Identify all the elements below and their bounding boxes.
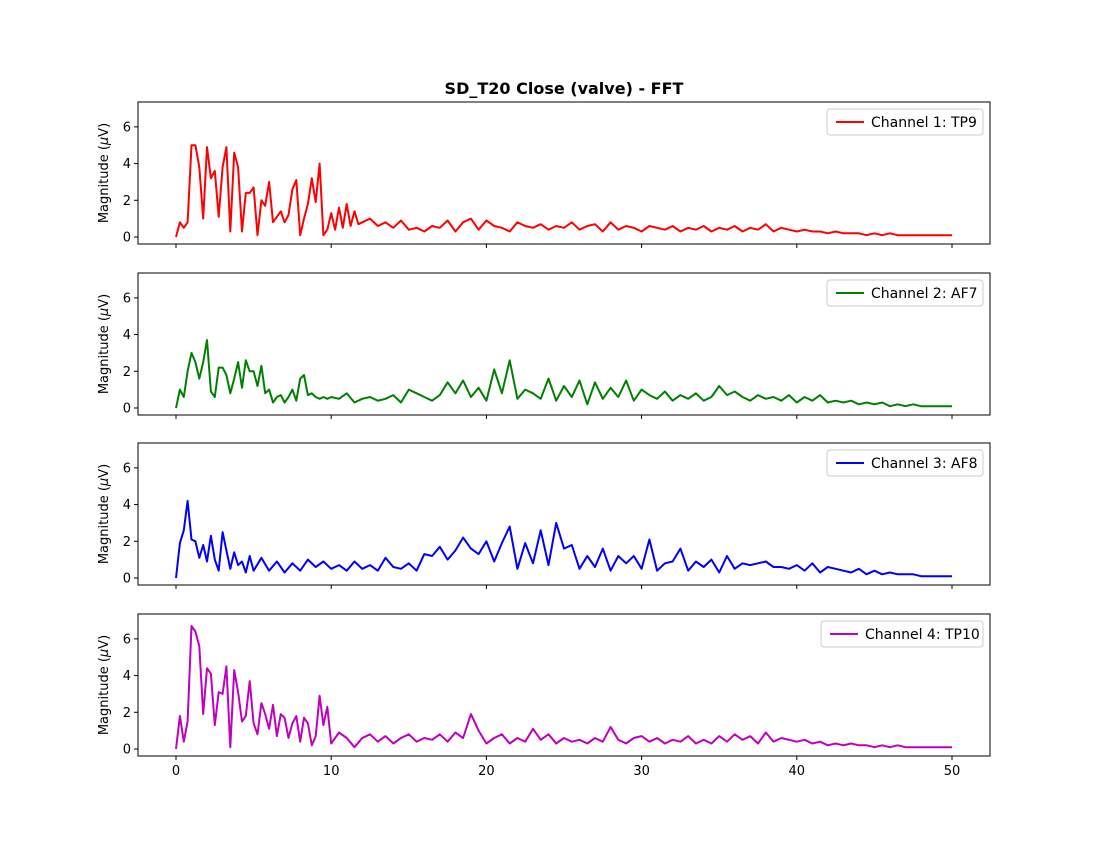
y-tick-label: 6 bbox=[123, 120, 131, 135]
x-tick-label: 40 bbox=[789, 764, 806, 779]
y-tick-label: 4 bbox=[123, 157, 131, 172]
y-axis-label: Magnitude (μV) bbox=[97, 123, 112, 223]
legend-label: Channel 1: TP9 bbox=[871, 115, 977, 131]
y-tick-label: 2 bbox=[123, 535, 131, 550]
subplot-channel-1: 0 2 4 6 Magnitude (μV) Channel 1: TP9 bbox=[97, 101, 991, 248]
figure-title: SD_T20 Close (valve) - FFT bbox=[445, 79, 684, 98]
legend-box bbox=[826, 108, 984, 136]
series-line-channel-1 bbox=[175, 144, 952, 238]
y-tick-label: 0 bbox=[123, 572, 131, 587]
y-tick-label: 0 bbox=[123, 743, 131, 758]
y-tick-label: 2 bbox=[123, 365, 131, 380]
legend: Channel 4: TP10 bbox=[820, 620, 984, 648]
subplot-channel-4: 0 2 4 6 0 10 20 30 40 50 Magnitude (μV) Channel 4: … bbox=[97, 613, 991, 779]
y-tick-label: 6 bbox=[123, 632, 131, 647]
y-axis-label: Magnitude (μV) bbox=[97, 294, 112, 394]
y-tick-label: 4 bbox=[123, 669, 131, 684]
y-tick-label: 6 bbox=[123, 461, 131, 476]
y-tick-label: 4 bbox=[123, 498, 131, 513]
y-axis-label: Magnitude (μV) bbox=[97, 464, 112, 564]
legend-label: Channel 3: AF8 bbox=[871, 456, 978, 472]
series-line-channel-3 bbox=[175, 499, 952, 579]
x-tick-label: 30 bbox=[633, 764, 650, 779]
y-tick-label: 2 bbox=[123, 194, 131, 209]
series-line-channel-4 bbox=[175, 625, 952, 750]
series-line-channel-2 bbox=[175, 339, 952, 409]
y-tick-label: 4 bbox=[123, 328, 131, 343]
legend-box bbox=[826, 449, 984, 477]
legend-label: Channel 4: TP10 bbox=[865, 627, 980, 643]
y-axis-label: Magnitude (μV) bbox=[97, 635, 112, 735]
x-tick-label: 10 bbox=[323, 764, 340, 779]
legend-box bbox=[820, 620, 984, 648]
legend: Channel 1: TP9 bbox=[826, 108, 984, 136]
x-tick-label: 0 bbox=[172, 764, 180, 779]
subplot-channel-2: 0 2 4 6 Magnitude (μV) Channel 2: AF7 bbox=[97, 272, 991, 419]
y-tick-label: 0 bbox=[123, 402, 131, 417]
y-tick-label: 6 bbox=[123, 291, 131, 306]
legend-label: Channel 2: AF7 bbox=[871, 286, 978, 302]
x-tick-label: 50 bbox=[944, 764, 961, 779]
subplot-channel-3: 0 2 4 6 Magnitude (μV) Channel 3: AF8 bbox=[97, 442, 991, 589]
legend-box bbox=[826, 279, 984, 307]
legend: Channel 2: AF7 bbox=[826, 279, 984, 307]
y-tick-label: 0 bbox=[123, 231, 131, 246]
legend: Channel 3: AF8 bbox=[826, 449, 984, 477]
x-tick-label: 20 bbox=[478, 764, 495, 779]
y-tick-label: 2 bbox=[123, 706, 131, 721]
